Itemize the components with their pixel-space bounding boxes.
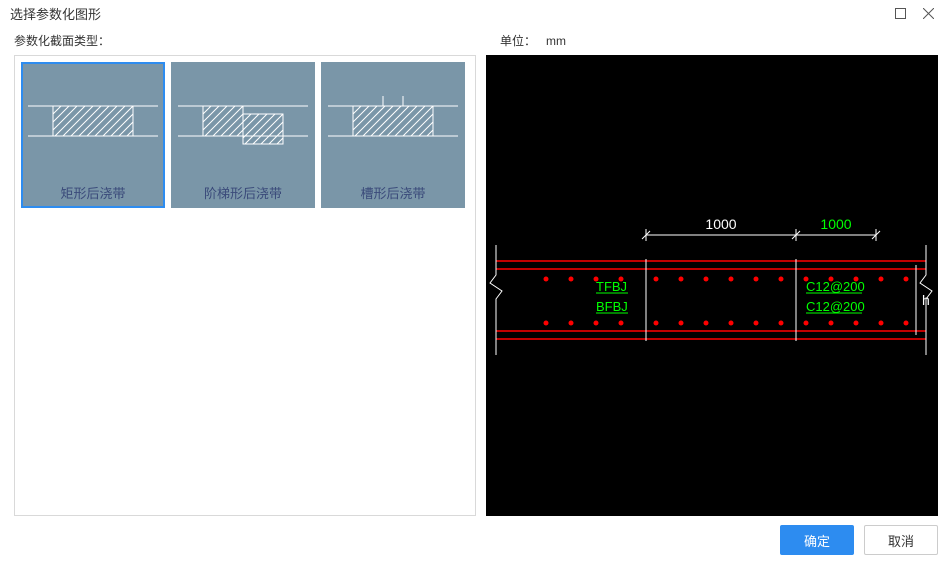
svg-text:1000: 1000 — [705, 216, 736, 232]
ok-button[interactable]: 确定 — [780, 525, 854, 555]
thumbnail-rect[interactable]: 矩形后浇带 — [21, 62, 165, 208]
thumbnail-label: 阶梯形后浇带 — [173, 178, 313, 206]
thumbnail-shape — [323, 64, 463, 178]
content-row: 矩形后浇带阶梯形后浇带槽形后浇带 1000 1000 TFBJ BFBJ C12@200… — [0, 55, 952, 524]
thumbnail-shape — [23, 64, 163, 178]
svg-text:C12@200: C12@200 — [806, 279, 865, 294]
thumbnail-label: 槽形后浇带 — [323, 178, 463, 206]
preview-panel: 1000 1000 TFBJ BFBJ C12@200 C12@200 h — [486, 55, 938, 516]
thumbnail-slot[interactable]: 槽形后浇带 — [321, 62, 465, 208]
svg-text:C12@200: C12@200 — [806, 299, 865, 314]
thumbnail-step[interactable]: 阶梯形后浇带 — [171, 62, 315, 208]
unit-label-text: 单位： — [500, 34, 536, 48]
thumbnail-label: 矩形后浇带 — [23, 178, 163, 206]
footer: 确定 取消 — [0, 524, 952, 564]
thumbnail-shape — [173, 64, 313, 178]
labels-row: 参数化截面类型： 单位： mm — [0, 26, 952, 55]
section-type-label: 参数化截面类型： — [14, 32, 494, 49]
svg-text:h: h — [922, 292, 930, 308]
svg-text:TFBJ: TFBJ — [596, 279, 627, 294]
window-title: 选择参数化图形 — [10, 4, 886, 23]
maximize-icon[interactable] — [886, 1, 914, 25]
titlebar: 选择参数化图形 — [0, 0, 952, 26]
svg-text:1000: 1000 — [820, 216, 851, 232]
svg-text:BFBJ: BFBJ — [596, 299, 628, 314]
unit-label: 单位： mm — [494, 32, 938, 49]
preview-drawing: 1000 1000 TFBJ BFBJ C12@200 C12@200 h — [486, 55, 936, 513]
thumbnail-panel: 矩形后浇带阶梯形后浇带槽形后浇带 — [14, 55, 476, 516]
unit-value: mm — [546, 34, 566, 48]
cancel-button[interactable]: 取消 — [864, 525, 938, 555]
close-icon[interactable] — [914, 1, 942, 25]
dialog-window: 选择参数化图形 参数化截面类型： 单位： mm 矩形后浇带阶梯形后浇带槽形后浇带… — [0, 0, 952, 564]
